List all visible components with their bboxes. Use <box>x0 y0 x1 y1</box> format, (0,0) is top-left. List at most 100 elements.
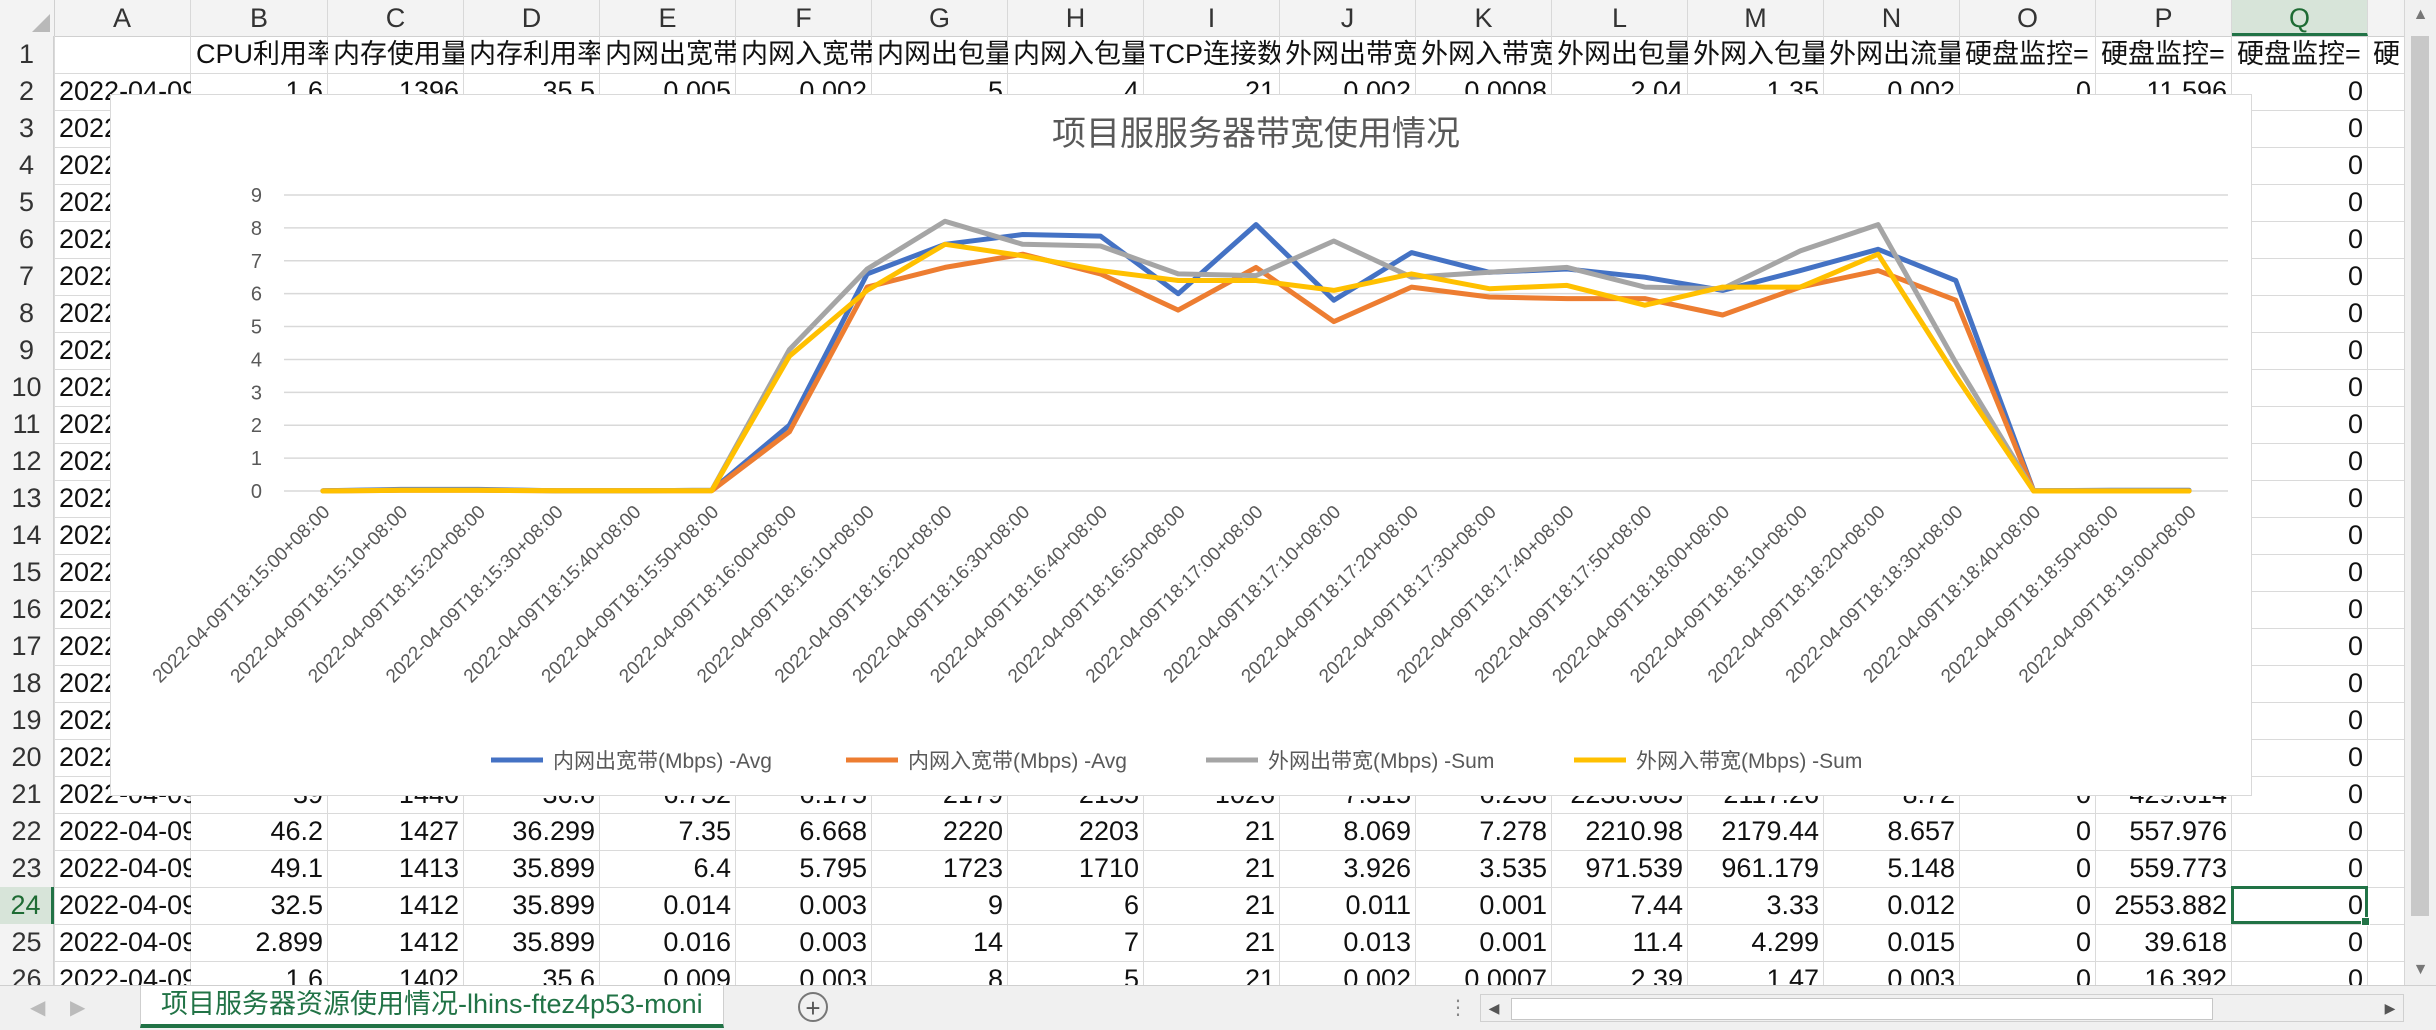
cell[interactable]: 9 <box>987 890 1003 920</box>
cell[interactable]: 3.926 <box>1343 853 1411 883</box>
row-header-14[interactable]: 14 <box>0 517 54 554</box>
row-header-7[interactable]: 7 <box>0 258 54 295</box>
sheet-tab-active[interactable]: 项目服务器资源使用情况-lhins-ftez4p53-moni <box>140 986 724 1028</box>
cell[interactable]: 0 <box>2075 816 2091 846</box>
row-header-21[interactable]: 21 <box>0 776 54 813</box>
horizontal-scroll-thumb[interactable] <box>1511 998 2213 1020</box>
cell[interactable]: 1.47 <box>1766 964 1819 985</box>
cell[interactable]: 559.773 <box>2129 853 2227 883</box>
cell[interactable]: 2022-04-09 <box>59 816 191 846</box>
cell[interactable]: 6 <box>1123 890 1139 920</box>
cell[interactable]: 0 <box>2347 594 2363 624</box>
cell[interactable]: 1402 <box>398 964 459 985</box>
cell[interactable]: 46.2 <box>270 816 323 846</box>
cell[interactable]: 6.4 <box>693 853 731 883</box>
cell[interactable]: 0.001 <box>1479 890 1547 920</box>
cell[interactable]: 0 <box>2075 890 2091 920</box>
column-header-H[interactable]: H <box>1008 0 1144 36</box>
header-cell[interactable]: TCP连接数 <box>1149 39 1280 69</box>
header-cell[interactable]: 外网入带宽 <box>1421 39 1552 69</box>
cell[interactable]: 0 <box>2347 298 2363 328</box>
cell[interactable]: 5 <box>1123 964 1139 985</box>
cell[interactable]: 0 <box>2347 853 2363 883</box>
header-cell[interactable]: 硬盘监控= <box>1965 39 2089 69</box>
tab-splitter-icon[interactable]: ⋮ <box>1448 997 1469 1019</box>
prev-sheet-icon[interactable]: ◀ <box>30 997 46 1019</box>
chart[interactable]: 项目服服务器带宽使用情况 0 1 2 3 4 5 6 7 8 9 2022-04-09T18:15:0… <box>110 94 2252 796</box>
row-header-23[interactable]: 23 <box>0 850 54 887</box>
row-header-5[interactable]: 5 <box>0 184 54 221</box>
cell[interactable]: 0 <box>2075 964 2091 985</box>
cell[interactable]: 0.0007 <box>1464 964 1547 985</box>
column-header-L[interactable]: L <box>1552 0 1688 36</box>
cell[interactable]: 0 <box>2347 187 2363 217</box>
cell[interactable]: 0 <box>2347 409 2363 439</box>
cell[interactable]: 35.6 <box>542 964 595 985</box>
row-header-20[interactable]: 20 <box>0 739 54 776</box>
cell[interactable]: 8.069 <box>1343 816 1411 846</box>
cell[interactable]: 21 <box>1244 853 1275 883</box>
cell[interactable]: 16.392 <box>2144 964 2227 985</box>
cell[interactable]: 21 <box>1244 890 1275 920</box>
cell[interactable]: 35.899 <box>512 853 595 883</box>
cell[interactable]: 1723 <box>942 853 1003 883</box>
cell[interactable]: 2022-04-09 <box>59 890 191 920</box>
column-header-I[interactable]: I <box>1144 0 1280 36</box>
cell[interactable]: 7 <box>1123 927 1139 957</box>
row-header-3[interactable]: 3 <box>0 110 54 147</box>
cell[interactable]: 0 <box>2347 113 2363 143</box>
cell[interactable]: 0.012 <box>1887 890 1955 920</box>
column-header-F[interactable]: F <box>736 0 872 36</box>
column-header-G[interactable]: G <box>872 0 1008 36</box>
cell[interactable]: 39.618 <box>2144 927 2227 957</box>
cell[interactable]: 0.003 <box>1887 964 1955 985</box>
header-cell[interactable]: 外网出带宽 <box>1285 39 1416 69</box>
cell[interactable]: 557.976 <box>2129 816 2227 846</box>
row-header-25[interactable]: 25 <box>0 924 54 961</box>
cell[interactable]: 0.002 <box>1343 964 1411 985</box>
row-header-18[interactable]: 18 <box>0 665 54 702</box>
cell[interactable]: 0.015 <box>1887 927 1955 957</box>
header-cell[interactable]: 内存利用率 <box>469 39 600 69</box>
cell[interactable]: 1412 <box>398 890 459 920</box>
row-header-11[interactable]: 11 <box>0 406 54 443</box>
add-sheet-icon[interactable]: + <box>798 992 828 1022</box>
cell[interactable]: 0 <box>2075 927 2091 957</box>
cell[interactable]: 0 <box>2347 668 2363 698</box>
row-header-6[interactable]: 6 <box>0 221 54 258</box>
column-header-C[interactable]: C <box>328 0 464 36</box>
cell[interactable]: 0 <box>2347 150 2363 180</box>
cell[interactable]: 971.539 <box>1585 853 1683 883</box>
cell[interactable]: 0.009 <box>663 964 731 985</box>
cell[interactable]: 0 <box>2347 76 2363 106</box>
cell[interactable]: 0 <box>2347 779 2363 809</box>
cell[interactable]: 35.899 <box>512 890 595 920</box>
cell[interactable]: 961.179 <box>1721 853 1819 883</box>
cell[interactable]: 2022-04-09 <box>59 927 191 957</box>
next-sheet-icon[interactable]: ▶ <box>70 997 86 1019</box>
cell[interactable]: 14 <box>972 927 1003 957</box>
header-cell[interactable]: 外网入包量 <box>1693 39 1824 69</box>
cell[interactable]: 2.899 <box>255 927 323 957</box>
cell[interactable]: 1413 <box>398 853 459 883</box>
cell[interactable]: 8 <box>987 964 1003 985</box>
cell[interactable]: 0.003 <box>799 964 867 985</box>
cell[interactable]: 0.003 <box>799 890 867 920</box>
column-header-D[interactable]: D <box>464 0 600 36</box>
cell[interactable]: 0 <box>2347 557 2363 587</box>
cell[interactable]: 2.39 <box>1630 964 1683 985</box>
cell[interactable]: 21 <box>1244 964 1275 985</box>
cell[interactable]: 2210.98 <box>1585 816 1683 846</box>
cell[interactable]: 0 <box>2347 224 2363 254</box>
scroll-left-arrow-icon[interactable]: ◀ <box>1488 1000 1500 1016</box>
cell[interactable]: 3.33 <box>1766 890 1819 920</box>
column-header-E[interactable]: E <box>600 0 736 36</box>
cell[interactable]: 7.44 <box>1630 890 1683 920</box>
cell[interactable]: 1710 <box>1078 853 1139 883</box>
cell[interactable]: 11.4 <box>1632 927 1683 957</box>
row-header-19[interactable]: 19 <box>0 702 54 739</box>
cell[interactable]: 7.35 <box>678 816 731 846</box>
row-header-22[interactable]: 22 <box>0 813 54 850</box>
cell[interactable]: 0 <box>2347 964 2363 985</box>
cell[interactable]: 0 <box>2075 853 2091 883</box>
